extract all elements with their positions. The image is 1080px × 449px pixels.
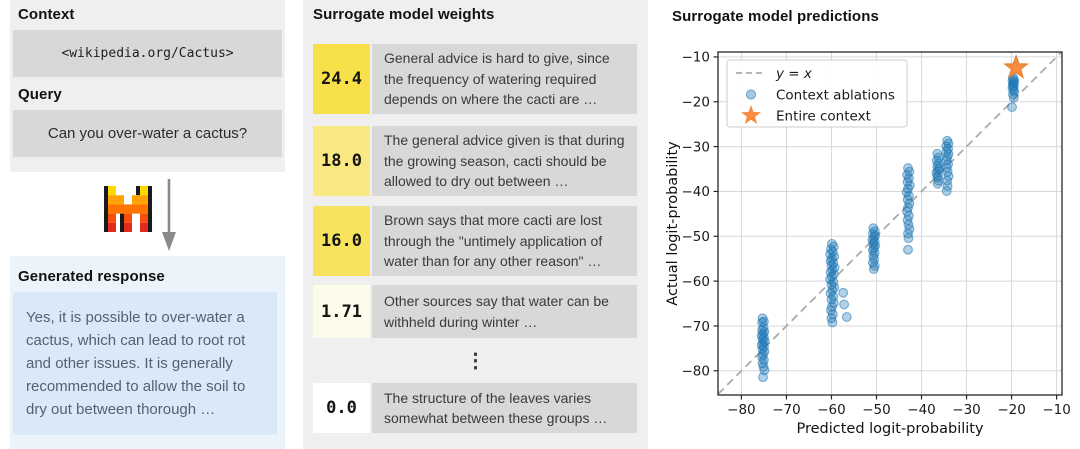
- weight-row: 0.0 The structure of the leaves varies s…: [313, 383, 637, 433]
- scatter-plot: −80 −70 −60 −50 −40 −30 −20 −10−10−20−30−40−50−…: [665, 50, 1071, 437]
- svg-text:−30: −30: [952, 402, 981, 418]
- plot-border: [717, 51, 1063, 396]
- svg-text:−70: −70: [772, 402, 801, 418]
- svg-text:Entire context: Entire context: [776, 108, 871, 124]
- svg-text:Context ablations: Context ablations: [776, 87, 895, 103]
- svg-text:−20: −20: [682, 95, 711, 111]
- source-snippet: Brown says that more cacti are lost thro…: [372, 206, 637, 276]
- source-snippet: General advice is hard to give, since th…: [372, 44, 637, 114]
- svg-text:−80: −80: [682, 364, 711, 380]
- context-ablations-points: [756, 72, 1020, 383]
- weight-value: 0.0: [313, 383, 370, 433]
- svg-text:−40: −40: [907, 402, 936, 418]
- surrogate-weights-panel: Surrogate model weights 24.4 General adv…: [303, 0, 648, 449]
- entire-context-star: [1003, 54, 1029, 79]
- axis-ticks: [713, 56, 1058, 400]
- predictions-heading: Surrogate model predictions: [672, 8, 879, 25]
- legend: y = x Context ablations Entire context: [726, 59, 908, 128]
- down-arrow-icon: [162, 179, 176, 251]
- svg-text:−70: −70: [682, 319, 711, 335]
- svg-text:−60: −60: [817, 402, 846, 418]
- weights-heading: Surrogate model weights: [313, 6, 495, 23]
- svg-text:−60: −60: [682, 274, 711, 290]
- predictions-panel: Surrogate model predictions −80 −70 −60 −50…: [660, 0, 1080, 449]
- svg-text:−30: −30: [682, 139, 711, 155]
- identity-line: [717, 51, 1063, 395]
- weight-row: 1.71 Other sources say that water can be…: [313, 285, 637, 338]
- y-axis-label: Actual logit-probability: [665, 141, 681, 306]
- weight-row: 18.0 The general advice given is that du…: [313, 126, 637, 196]
- weight-value: 1.71: [313, 285, 370, 338]
- vertical-ellipsis: ⋮: [465, 350, 486, 372]
- x-axis-label: Predicted logit-probability: [796, 421, 984, 437]
- context-heading: Context: [18, 6, 75, 23]
- context-query-panel: Context <wikipedia.org/Cactus> Query Can…: [10, 0, 285, 172]
- source-snippet: Other sources say that water can be with…: [372, 285, 637, 338]
- weight-value: 24.4: [313, 44, 370, 114]
- weight-row: 24.4 General advice is hard to give, sin…: [313, 44, 637, 114]
- grid-lines: [718, 52, 1062, 395]
- svg-text:−40: −40: [682, 184, 711, 200]
- svg-text:−10: −10: [682, 50, 711, 66]
- weight-value: 16.0: [313, 206, 370, 276]
- weight-value: 18.0: [313, 126, 370, 196]
- query-heading: Query: [18, 86, 62, 103]
- mistral-logo-icon: [104, 186, 152, 232]
- svg-text:y = x: y = x: [775, 66, 813, 82]
- svg-text:−80: −80: [727, 402, 756, 418]
- svg-text:−20: −20: [997, 402, 1026, 418]
- generated-response-heading: Generated response: [18, 268, 165, 285]
- source-snippet: The general advice given is that during …: [372, 126, 637, 196]
- svg-text:−50: −50: [682, 229, 711, 245]
- generated-response-panel: Generated response Yes, it is possible t…: [10, 256, 285, 449]
- svg-text:−10: −10: [1042, 402, 1071, 418]
- svg-text:−50: −50: [862, 402, 891, 418]
- generated-response-box: Yes, it is possible to over-water a cact…: [13, 292, 277, 435]
- weight-row: 16.0 Brown says that more cacti are lost…: [313, 206, 637, 276]
- query-value-box: Can you over-water a cactus?: [13, 110, 282, 157]
- context-value-box: <wikipedia.org/Cactus>: [13, 30, 282, 77]
- tick-labels: −80 −70 −60 −50 −40 −30 −20 −10−10−20−30−40−50−…: [682, 50, 1071, 418]
- source-snippet: The structure of the leaves varies somew…: [372, 383, 637, 433]
